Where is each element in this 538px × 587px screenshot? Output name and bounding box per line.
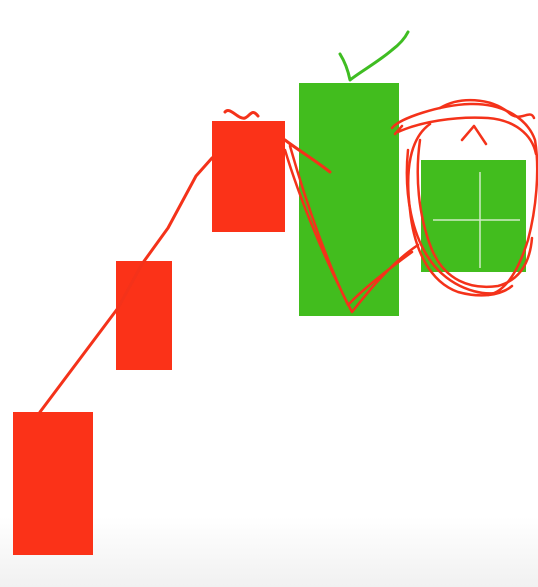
green-checkmark xyxy=(338,30,410,82)
red-circle-scribble xyxy=(390,98,538,297)
red-trend-line xyxy=(38,109,332,414)
red-v-stroke xyxy=(283,144,420,314)
crosshair-marker xyxy=(433,172,520,268)
red-block-3 xyxy=(212,121,285,232)
green-block-small xyxy=(421,160,526,272)
red-block-2 xyxy=(116,261,172,370)
red-block-1 xyxy=(13,412,93,555)
green-block-tall xyxy=(299,83,399,316)
